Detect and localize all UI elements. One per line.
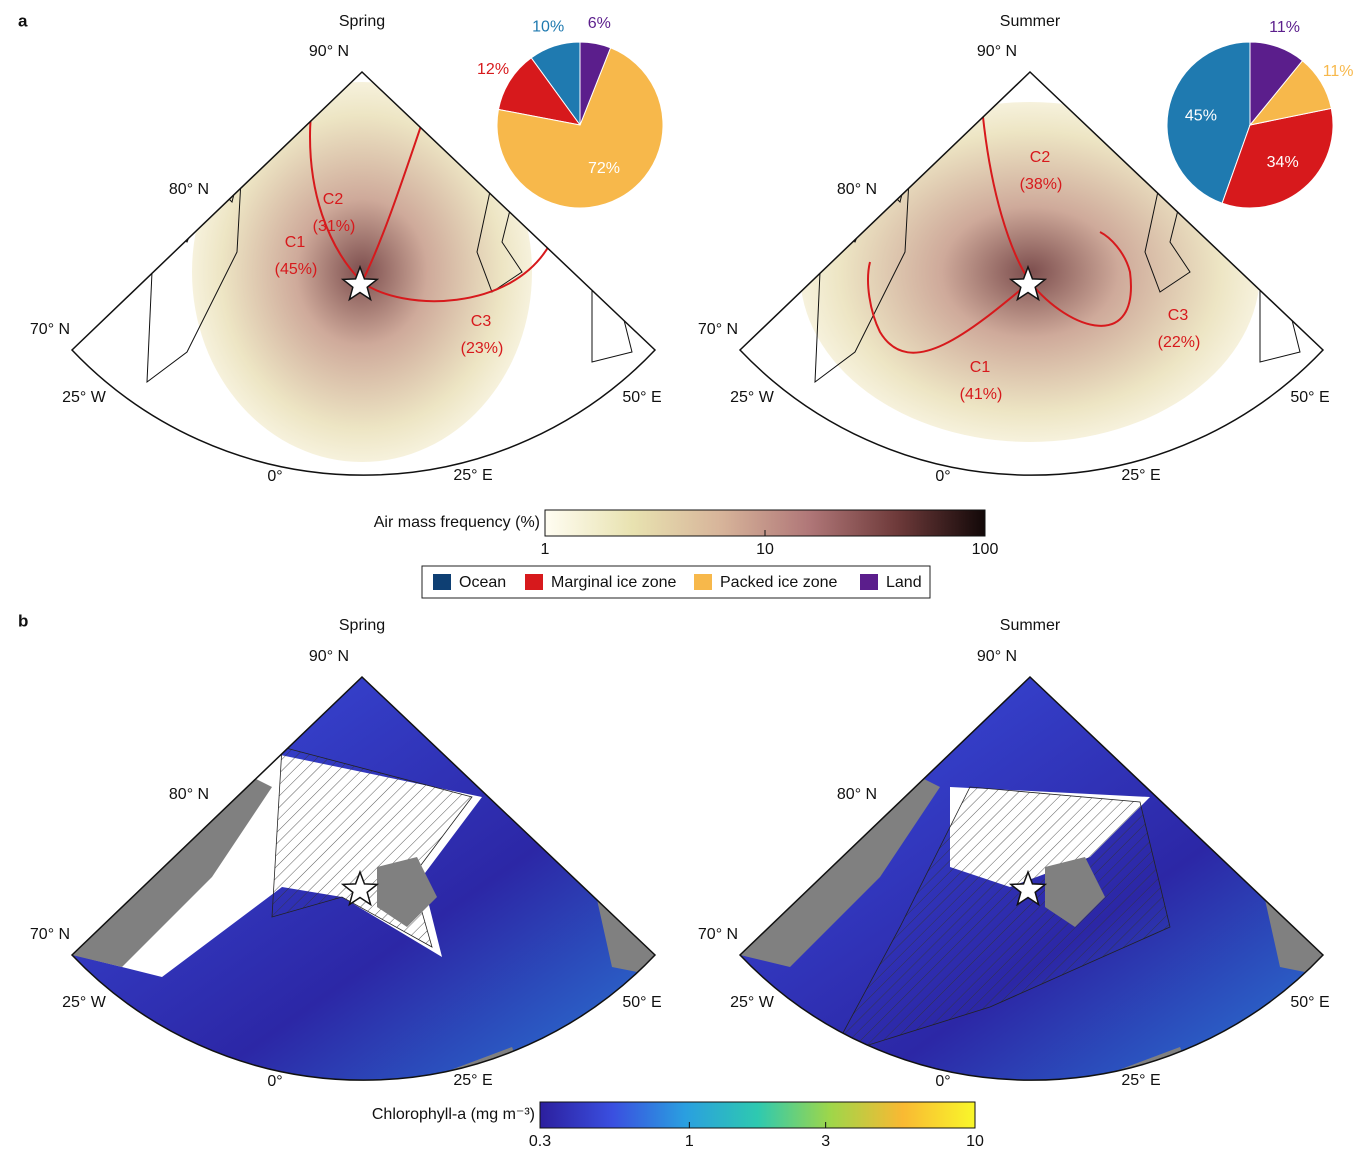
- colorbar-label: Chlorophyll-a (mg m⁻³): [372, 1106, 535, 1123]
- lon-label: 50° E: [1290, 389, 1329, 406]
- lat-label: 70° N: [30, 926, 70, 943]
- pie-label: 10%: [532, 18, 564, 35]
- cluster-name: C1: [970, 359, 991, 376]
- figure: a b Spring 90° N 80° N 70° N 25° W 0° 25° E 50°…: [0, 0, 1359, 1150]
- colorbar-tick-label: 1: [541, 541, 550, 558]
- colorbar-tick-label: 0.3: [529, 1133, 551, 1150]
- lon-label: 25° W: [62, 994, 107, 1011]
- lat-label: 90° N: [309, 648, 349, 665]
- cluster-name: C3: [1168, 307, 1189, 324]
- colorbar-tick-label: 1: [685, 1133, 694, 1150]
- colorbar: [540, 1102, 975, 1128]
- legend-label: Ocean: [459, 574, 506, 591]
- lon-label: 25° E: [453, 1072, 492, 1089]
- lat-label: 80° N: [837, 786, 877, 803]
- lon-label: 0°: [267, 1073, 282, 1090]
- map: Summer 90° N 80° N 70° N 25° W 0° 25° E 50° E: [698, 617, 1330, 1097]
- map-title: Spring: [339, 617, 385, 634]
- colorbar-tick-label: 100: [972, 541, 999, 558]
- pie-label: 72%: [588, 160, 620, 177]
- cluster-name: C2: [323, 191, 344, 208]
- pie-label: 11%: [1269, 19, 1300, 36]
- legend-swatch: [860, 574, 878, 590]
- lat-label: 80° N: [169, 786, 209, 803]
- legend-label: Marginal ice zone: [551, 574, 677, 591]
- cluster-share: (23%): [461, 340, 504, 357]
- cluster-share: (45%): [275, 261, 318, 278]
- lat-label: 80° N: [169, 181, 209, 198]
- lon-label: 25° E: [1121, 1072, 1160, 1089]
- cluster-share: (38%): [1020, 176, 1063, 193]
- maps: Spring 90° N 80° N 70° N 25° W 0° 25° E 50° E C1…: [30, 13, 1330, 1097]
- legend-swatch: [694, 574, 712, 590]
- cluster-name: C2: [1030, 149, 1051, 166]
- lat-label: 80° N: [837, 181, 877, 198]
- cluster-share: (31%): [313, 218, 356, 235]
- pie-label: 11%: [1323, 63, 1354, 80]
- lon-label: 25° E: [453, 467, 492, 484]
- lat-label: 90° N: [977, 43, 1017, 60]
- legend-label: Land: [886, 574, 922, 591]
- pie-label: 34%: [1267, 154, 1299, 171]
- colorbar-tick-label: 10: [966, 1133, 984, 1150]
- legend-label: Packed ice zone: [720, 574, 838, 591]
- lat-label: 70° N: [698, 321, 738, 338]
- cluster-name: C3: [471, 313, 492, 330]
- lon-label: 50° E: [622, 994, 661, 1011]
- legend-swatch: [433, 574, 451, 590]
- lon-label: 25° E: [1121, 467, 1160, 484]
- panel-label: a: [18, 11, 28, 30]
- pie-label: 45%: [1185, 108, 1217, 125]
- lat-label: 70° N: [30, 321, 70, 338]
- lat-label: 90° N: [309, 43, 349, 60]
- colorbar-tick-label: 3: [821, 1133, 830, 1150]
- lon-label: 25° W: [62, 389, 107, 406]
- cluster-share: (22%): [1158, 334, 1201, 351]
- lon-label: 25° W: [730, 994, 775, 1011]
- lon-label: 50° E: [1290, 994, 1329, 1011]
- lat-label: 70° N: [698, 926, 738, 943]
- map: Spring 90° N 80° N 70° N 25° W 0° 25° E 50° E: [30, 617, 662, 1097]
- panel-label: b: [18, 611, 28, 630]
- colorbar-tick-label: 10: [756, 541, 774, 558]
- cluster-name: C1: [285, 234, 306, 251]
- lon-label: 50° E: [622, 389, 661, 406]
- colorbar-label: Air mass frequency (%): [374, 514, 540, 531]
- legend: Ocean Marginal ice zone Packed ice zone Lan…: [422, 566, 930, 598]
- cluster-share: (41%): [960, 386, 1003, 403]
- map-title: Summer: [1000, 617, 1061, 634]
- lon-label: 0°: [267, 468, 282, 485]
- map-title: Summer: [1000, 13, 1061, 30]
- pie-label: 6%: [588, 15, 611, 32]
- pies: 10% 12% 72% 6% 45% 34% 11% 11%: [477, 15, 1354, 208]
- map-title: Spring: [339, 13, 385, 30]
- lon-label: 25° W: [730, 389, 775, 406]
- lat-label: 90° N: [977, 648, 1017, 665]
- legend-swatch: [525, 574, 543, 590]
- lon-label: 0°: [935, 1073, 950, 1090]
- pie-label: 12%: [477, 61, 509, 78]
- lon-label: 0°: [935, 468, 950, 485]
